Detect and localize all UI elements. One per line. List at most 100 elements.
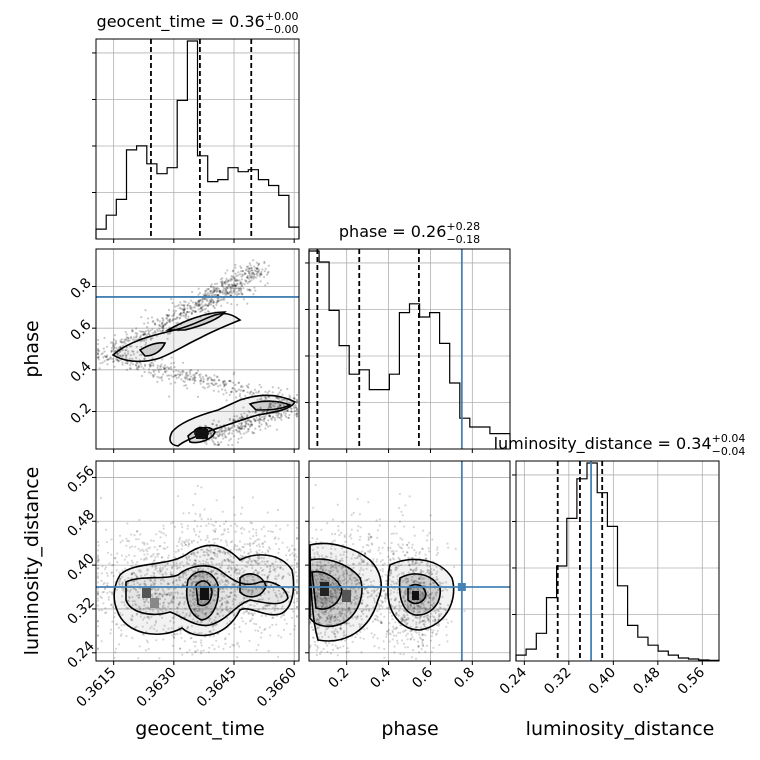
sample-point xyxy=(99,595,102,598)
sample-point xyxy=(213,593,216,596)
sample-point xyxy=(125,348,128,352)
sample-point xyxy=(377,619,380,622)
sample-point xyxy=(168,377,171,380)
sample-point xyxy=(252,391,255,395)
sample-point xyxy=(247,423,250,426)
sample-point xyxy=(362,546,365,549)
sample-point xyxy=(410,546,413,549)
sample-point xyxy=(233,623,236,626)
sample-point xyxy=(411,543,414,546)
sample-point xyxy=(162,638,165,641)
sample-point xyxy=(119,634,122,638)
sample-point xyxy=(309,644,312,647)
sample-point xyxy=(251,542,255,545)
sample-point xyxy=(199,373,202,376)
sample-point xyxy=(174,556,177,559)
sample-point xyxy=(136,362,139,365)
sample-point xyxy=(292,610,295,613)
sample-point xyxy=(397,631,400,634)
sample-point xyxy=(158,657,161,660)
sample-point xyxy=(187,538,191,541)
sample-point xyxy=(260,636,263,639)
sample-point xyxy=(144,330,147,333)
sample-point xyxy=(188,379,191,382)
sample-point xyxy=(115,341,118,344)
sample-point xyxy=(166,314,169,317)
sample-point xyxy=(125,368,129,371)
sample-point xyxy=(270,406,273,409)
sample-point xyxy=(414,554,417,557)
sample-point xyxy=(170,573,173,576)
sample-point xyxy=(247,611,250,614)
sample-point xyxy=(391,638,394,641)
sample-point xyxy=(103,350,106,353)
sample-point xyxy=(453,565,456,569)
sample-point xyxy=(175,316,179,319)
sample-point xyxy=(265,582,269,585)
sample-point xyxy=(170,362,173,365)
sample-point xyxy=(286,409,289,412)
sample-point xyxy=(310,626,313,629)
sample-point xyxy=(107,358,110,361)
sample-point xyxy=(194,310,197,313)
sample-point xyxy=(180,314,183,317)
sample-point xyxy=(178,317,181,320)
sample-point xyxy=(288,394,291,397)
sample-point xyxy=(175,369,178,372)
sample-point xyxy=(224,389,227,392)
sample-point xyxy=(204,294,207,297)
sample-point xyxy=(199,310,202,313)
sample-point xyxy=(249,424,252,427)
sample-point xyxy=(248,267,251,270)
sample-point xyxy=(233,289,236,292)
sample-point xyxy=(225,520,228,523)
sample-point xyxy=(280,414,283,417)
sample-point xyxy=(212,558,215,561)
sample-point xyxy=(137,547,140,551)
sample-point xyxy=(375,560,378,563)
sample-point xyxy=(131,561,134,564)
sample-point xyxy=(240,292,243,295)
sample-point xyxy=(245,269,248,272)
sample-point xyxy=(183,311,186,314)
sample-point xyxy=(237,292,240,295)
sample-point xyxy=(181,653,184,656)
sample-point xyxy=(376,609,379,613)
sample-point xyxy=(240,278,244,281)
sample-point xyxy=(247,552,250,555)
sample-point xyxy=(197,304,200,307)
sample-point xyxy=(245,268,248,271)
sample-point xyxy=(377,646,380,649)
sample-point xyxy=(260,631,263,635)
sample-point xyxy=(217,290,221,293)
sample-point xyxy=(199,304,202,307)
sample-point xyxy=(254,629,257,632)
sample-point xyxy=(212,286,215,289)
sample-point xyxy=(164,547,167,550)
sample-point xyxy=(431,538,434,541)
sample-point xyxy=(149,338,152,341)
sample-point xyxy=(228,427,231,430)
sample-point xyxy=(256,398,259,401)
sample-point xyxy=(237,437,240,440)
sample-point xyxy=(245,431,248,434)
sample-point xyxy=(230,278,234,281)
sample-point xyxy=(218,432,222,435)
sample-point xyxy=(115,647,118,650)
sample-point xyxy=(162,532,165,535)
sample-point xyxy=(96,625,100,628)
sample-point xyxy=(421,547,424,550)
sample-point xyxy=(234,383,237,386)
sample-point xyxy=(207,517,210,521)
sample-point xyxy=(119,354,122,357)
sample-point xyxy=(105,572,109,575)
sample-point xyxy=(280,415,283,418)
sample-point xyxy=(400,510,403,513)
sample-point xyxy=(184,373,188,377)
sample-point xyxy=(193,530,196,533)
sample-point xyxy=(205,288,208,291)
sample-point xyxy=(240,266,243,270)
sample-point xyxy=(158,327,161,330)
sample-point xyxy=(292,567,295,570)
sample-point xyxy=(241,545,244,549)
